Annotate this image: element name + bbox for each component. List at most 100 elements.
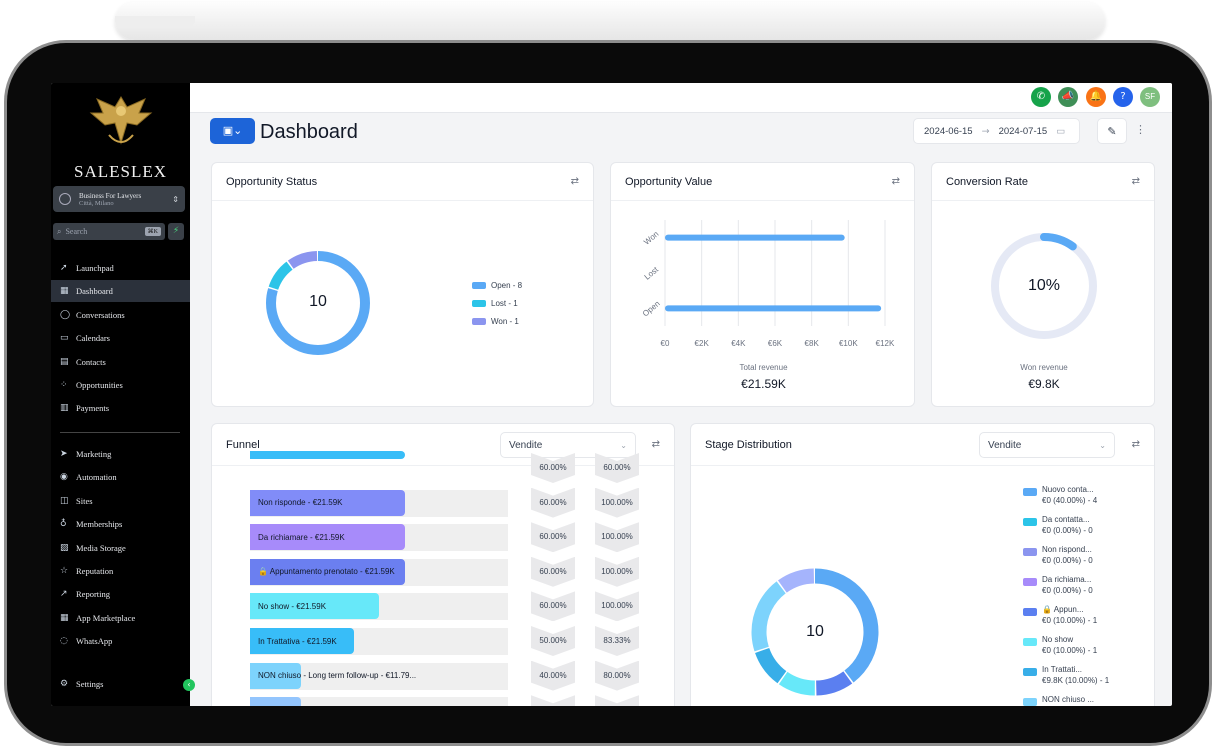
gauge-value-arc xyxy=(991,233,1097,339)
sidebar-item-marketing[interactable]: ➤ Marketing xyxy=(51,443,190,465)
legend-swatch xyxy=(1023,698,1037,706)
sidebar-item-label: WhatsApp xyxy=(76,636,113,647)
sidebar-item-sites[interactable]: ◫ Sites xyxy=(51,490,190,512)
sidebar-item-label: Payments xyxy=(76,403,110,414)
conversion-rate-card: Conversion Rate ⇄ 10% Won revenue €9.8K xyxy=(931,162,1155,407)
legend-item: Won - 1 xyxy=(472,317,519,326)
brand-name: SALESLEX xyxy=(74,162,167,181)
brand-logo[interactable]: SALESLEX xyxy=(51,91,190,182)
sidebar-item-launchpad[interactable]: ➚ Launchpad xyxy=(51,257,190,279)
account-switcher[interactable]: Business For Lawyers Città, Milano ⇕ xyxy=(53,186,185,212)
apps-icon: ▦ xyxy=(60,612,69,623)
collapse-sidebar-icon[interactable]: ‹ xyxy=(183,679,195,691)
filter-icon[interactable]: ⇄ xyxy=(1131,439,1140,450)
main-content: ✆ 📣 🔔 ? SF ▣⌄ Dashboard 2024-06-15 → 202… xyxy=(190,83,1172,706)
legend-text: In Trattati... €9.8K (10.00%) - 1 xyxy=(1042,664,1142,686)
legend-text: NON chiuso ... xyxy=(1042,694,1142,705)
sidebar-item-contacts[interactable]: ▤ Contacts xyxy=(51,351,190,373)
funnel-row-background xyxy=(250,697,508,706)
sidebar-item-memberships[interactable]: ♁ Memberships xyxy=(51,513,190,535)
stage-distribution-donut xyxy=(751,568,879,696)
calendar-icon: ▭ xyxy=(60,333,69,344)
more-vertical-icon[interactable]: ⋮ xyxy=(1135,123,1146,136)
donut-center-value: 10 xyxy=(806,623,824,640)
sidebar-item-settings[interactable]: ⚙ Settings xyxy=(51,673,190,695)
sidebar-item-label: Settings xyxy=(76,679,104,689)
funnel-cumulative-conversion: 100.00% xyxy=(595,591,639,621)
layout-toggle-button[interactable]: ▣⌄ xyxy=(210,118,255,144)
bar-open xyxy=(665,305,882,312)
stage-distribution-slice-4 xyxy=(751,568,879,696)
card-header: Stage Distribution ⇄ xyxy=(691,424,1154,466)
stage-pipeline-select[interactable]: Vendite ⌄ xyxy=(979,432,1115,458)
legend-stage-name: Da contatta... xyxy=(1042,515,1090,524)
legend-stage-detail: €0 (0.00%) - 0 xyxy=(1042,586,1093,595)
chat-icon: ◯ xyxy=(60,309,71,320)
sidebar-item-whatsapp[interactable]: ◌ WhatsApp xyxy=(51,630,190,652)
date-start: 2024-06-15 xyxy=(924,125,973,137)
sidebar-item-calendars[interactable]: ▭ Calendars xyxy=(51,327,190,349)
edit-dashboard-button[interactable]: ✎ xyxy=(1097,118,1127,144)
sidebar-item-automation[interactable]: ◉ Automation xyxy=(51,466,190,488)
card-title: Stage Distribution xyxy=(705,438,792,451)
legend-item: Open - 8 xyxy=(472,281,522,290)
legend-stage-name: Nuovo conta... xyxy=(1042,485,1094,494)
legend-swatch xyxy=(1023,608,1037,616)
filter-icon[interactable]: ⇄ xyxy=(1131,176,1140,187)
megaphone-icon[interactable]: 📣 xyxy=(1058,87,1078,107)
sidebar-item-payments[interactable]: ▥ Payments xyxy=(51,397,190,419)
funnel-pipeline-select[interactable]: Vendite ⌄ xyxy=(500,432,636,458)
date-range-picker[interactable]: 2024-06-15 → 2024-07-15 ▭ xyxy=(913,118,1080,144)
legend-swatch xyxy=(1023,548,1037,556)
chevron-updown-icon: ⇕ xyxy=(172,194,179,204)
sidebar-item-reputation[interactable]: ☆ Reputation xyxy=(51,560,190,582)
page-title: Dashboard xyxy=(260,121,358,143)
stage-distribution-slice-0 xyxy=(751,568,879,696)
y-category-label: Open xyxy=(641,299,662,318)
legend-swatch xyxy=(472,318,486,325)
tablet-frame: SALESLEX Business For Lawyers Città, Mil… xyxy=(4,40,1212,746)
legend-stage-name: No show xyxy=(1042,635,1074,644)
funnel-stage-label: Non risponde - €21.59K xyxy=(258,498,343,508)
sidebar-item-reporting[interactable]: ↗ Reporting xyxy=(51,583,190,605)
whatsapp-icon: ◌ xyxy=(60,636,68,647)
rocket-icon: ➚ xyxy=(60,263,68,273)
sidebar-item-dashboard[interactable]: ▦ Dashboard xyxy=(51,280,190,303)
legend-text: Da richiama... €0 (0.00%) - 0 xyxy=(1042,574,1142,596)
account-name: Business For Lawyers xyxy=(79,191,142,200)
quick-action-bolt-icon[interactable]: ⚡ xyxy=(168,223,184,240)
filter-icon[interactable]: ⇄ xyxy=(891,176,900,187)
bell-icon[interactable]: 🔔 xyxy=(1086,87,1106,107)
sidebar-item-conversations[interactable]: ◯ Conversations xyxy=(51,304,190,326)
phone-icon[interactable]: ✆ xyxy=(1031,87,1051,107)
x-tick-label: €0 xyxy=(661,339,670,348)
funnel-bar: 🔒 Appuntamento prenotato - €21.59K xyxy=(250,558,405,585)
funnel-step-conversion: 50.00% xyxy=(531,626,575,656)
user-avatar[interactable]: SF xyxy=(1140,87,1160,107)
legend-swatch xyxy=(1023,578,1037,586)
filter-icon[interactable]: ⇄ xyxy=(570,176,579,187)
card-title: Opportunity Status xyxy=(226,175,318,188)
opportunity-status-slice-0 xyxy=(266,251,370,355)
funnel-bar: 🔒 Acconto - €11.79K xyxy=(250,697,335,706)
help-icon[interactable]: ? xyxy=(1113,87,1133,107)
search-placeholder: Search xyxy=(65,227,88,236)
legend-stage-detail: €0 (0.00%) - 0 xyxy=(1042,526,1093,535)
legend-label: Won - 1 xyxy=(491,317,519,326)
sidebar-item-opportunities[interactable]: ⁘ Opportunities xyxy=(51,374,190,396)
tablet-bezel: SALESLEX Business For Lawyers Città, Mil… xyxy=(7,43,1209,743)
chevron-down-icon: ⌄ xyxy=(620,440,627,450)
filter-icon[interactable]: ⇄ xyxy=(651,439,660,450)
sidebar-item-app-marketplace[interactable]: ▦ App Marketplace xyxy=(51,607,190,629)
legend-stage-name: 🔒 Appun... xyxy=(1042,605,1084,614)
calendar-icon: ▭ xyxy=(1056,125,1066,137)
funnel-card: Funnel ⇄ Vendite ⌄ 60.00% 60.00% Non rispo… xyxy=(211,423,675,706)
sidebar-search[interactable]: ⌕ Search ⌘K xyxy=(53,223,165,240)
sidebar-item-media-storage[interactable]: ▨ Media Storage xyxy=(51,537,190,559)
legend-stage-detail: €9.8K (10.00%) - 1 xyxy=(1042,676,1110,685)
star-icon: ☆ xyxy=(60,566,69,576)
card-header: Conversion Rate ⇄ xyxy=(932,163,1154,201)
contacts-icon: ▤ xyxy=(60,356,69,367)
page-header: ▣⌄ Dashboard 2024-06-15 → 2024-07-15 ▭ ✎… xyxy=(210,118,1170,146)
card-header: Funnel ⇄ xyxy=(212,424,674,466)
